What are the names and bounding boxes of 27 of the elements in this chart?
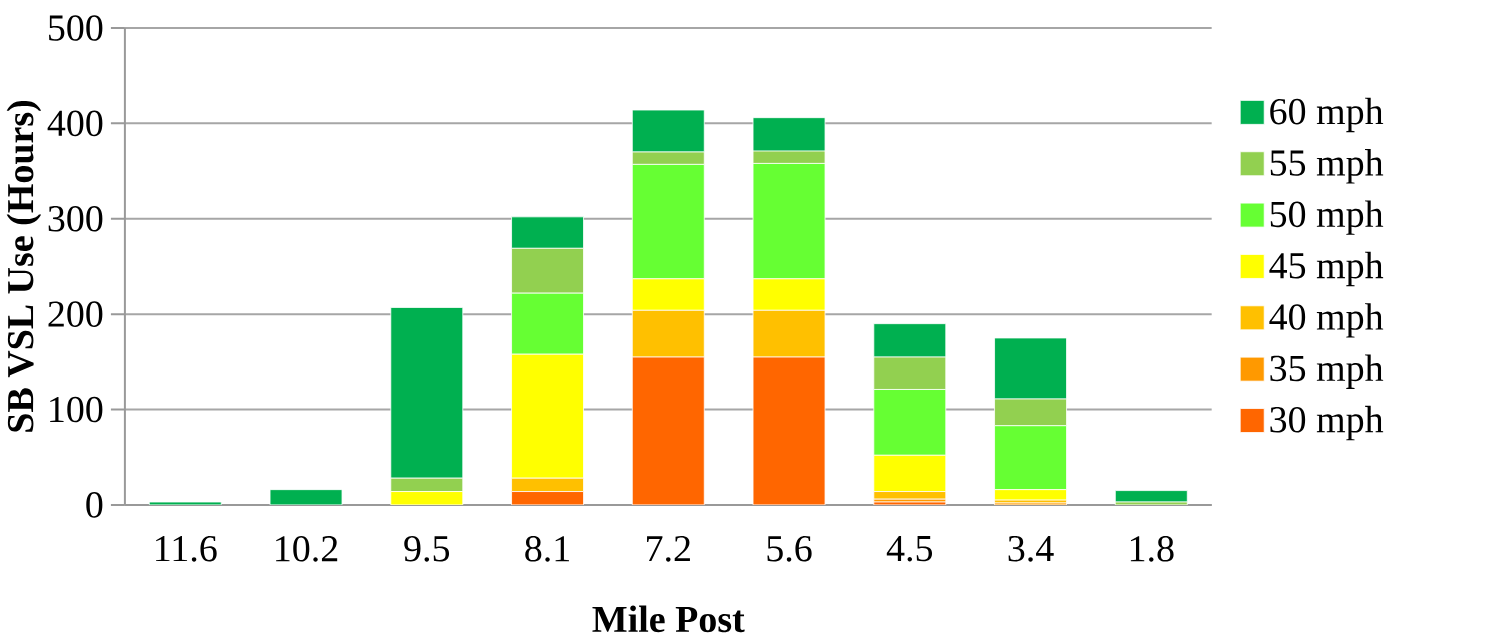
x-tick-label: 11.6 xyxy=(156,536,217,562)
y-tick-label: 500 xyxy=(49,15,103,41)
x-tick-label: 7.2 xyxy=(647,536,690,562)
bar xyxy=(1114,490,1188,503)
x-tick-label: 4.5 xyxy=(886,536,933,562)
x-axis-title: Mile Post xyxy=(592,605,745,633)
legend-label: 35 mph xyxy=(1270,354,1384,389)
legend-label: 50 mph xyxy=(1270,200,1384,235)
x-tick-label: 1.8 xyxy=(1130,536,1174,562)
legend-label: 55 mph xyxy=(1270,149,1384,184)
y-tick-label: 100 xyxy=(50,396,103,423)
y-axis-title: SB VSL Use (Hours) xyxy=(6,100,42,432)
y-tick-label: 300 xyxy=(48,206,103,232)
legend-label: 30 mph xyxy=(1270,405,1384,441)
legend-label: 45 mph xyxy=(1269,251,1384,287)
y-tick-label: 400 xyxy=(47,110,103,137)
x-tick-label: 3.4 xyxy=(1008,536,1054,562)
bar xyxy=(269,489,343,505)
x-tick-label: 8.1 xyxy=(525,536,569,562)
x-tick-label: 9.5 xyxy=(404,536,450,562)
bar xyxy=(148,501,222,505)
legend-label: 40 mph xyxy=(1269,303,1384,338)
x-tick-label: 10.2 xyxy=(276,536,338,562)
y-tick-label: 0 xyxy=(86,492,103,518)
x-tick-label: 5.6 xyxy=(767,536,812,562)
legend-label: 60 mph xyxy=(1270,97,1384,133)
y-tick-label: 200 xyxy=(48,301,103,328)
